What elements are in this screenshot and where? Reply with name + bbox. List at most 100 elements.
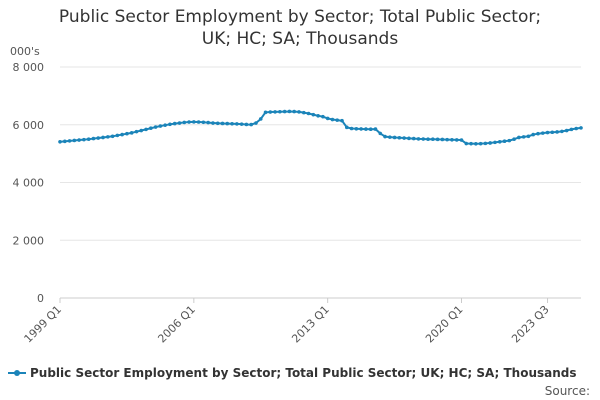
data-point[interactable] [149,126,153,131]
data-point[interactable] [579,126,583,130]
data-point[interactable] [120,132,124,137]
data-point[interactable] [278,109,282,114]
data-point[interactable] [125,131,129,136]
data-point[interactable] [211,121,215,125]
data-point[interactable] [282,109,287,114]
data-point[interactable] [301,110,306,115]
data-point[interactable] [206,120,210,125]
data-point[interactable] [196,120,201,124]
data-point[interactable] [115,133,120,138]
data-point[interactable] [330,117,335,122]
data-point[interactable] [450,137,454,142]
data-point[interactable] [187,120,191,124]
data-point[interactable] [521,135,526,139]
data-point[interactable] [86,137,91,141]
data-point[interactable] [110,134,115,139]
data-point[interactable] [297,110,301,114]
data-point[interactable] [388,135,392,139]
data-point[interactable] [435,137,440,142]
data-point[interactable] [67,139,72,143]
data-point[interactable] [158,124,163,128]
data-point[interactable] [101,135,105,140]
data-point[interactable] [531,132,536,137]
data-point[interactable] [316,113,320,118]
data-point[interactable] [105,135,110,139]
data-point[interactable] [268,110,273,114]
data-point[interactable] [560,129,564,134]
data-point[interactable] [493,140,497,145]
data-point[interactable] [540,131,545,135]
data-point[interactable] [545,130,550,135]
data-point[interactable] [254,121,258,125]
data-point[interactable] [235,122,239,126]
data-point[interactable] [497,139,502,144]
data-point[interactable] [483,141,488,146]
data-point[interactable] [517,135,521,140]
data-point[interactable] [368,127,373,132]
data-point[interactable] [507,138,512,143]
data-point[interactable] [378,131,383,136]
data-point[interactable] [306,111,311,116]
data-point[interactable] [263,110,268,115]
data-point[interactable] [344,125,349,130]
data-point[interactable] [58,139,62,144]
data-point[interactable] [201,120,206,125]
data-point[interactable] [249,122,253,127]
data-point[interactable] [321,114,325,119]
data-point[interactable] [82,137,86,142]
data-point[interactable] [287,109,292,114]
data-point[interactable] [373,127,378,131]
data-point[interactable] [574,126,579,131]
data-point[interactable] [469,141,473,146]
data-point[interactable] [359,127,363,131]
data-point[interactable] [96,136,101,140]
data-point[interactable] [77,138,81,142]
data-point[interactable] [230,121,234,126]
data-point[interactable] [177,121,182,125]
data-point[interactable] [459,138,464,142]
data-point[interactable] [340,118,344,123]
data-point[interactable] [163,123,167,127]
data-point[interactable] [311,112,316,117]
data-point[interactable] [258,117,263,121]
data-point[interactable] [526,134,531,139]
data-point[interactable] [421,137,426,141]
data-point[interactable] [91,136,96,141]
data-point[interactable] [411,136,416,141]
data-point[interactable] [239,122,244,126]
data-point[interactable] [397,135,402,140]
data-point[interactable] [445,137,449,142]
data-point[interactable] [564,128,569,133]
data-point[interactable] [153,125,158,129]
data-point[interactable] [192,120,196,124]
data-point[interactable] [72,138,77,143]
data-point[interactable] [478,141,483,146]
data-point[interactable] [464,141,469,146]
data-point[interactable] [402,136,406,140]
data-point[interactable] [215,121,220,126]
data-point[interactable] [502,139,507,144]
data-point[interactable] [440,137,445,142]
data-point[interactable] [354,126,359,131]
data-point[interactable] [129,131,134,135]
data-point[interactable] [172,121,177,126]
data-point[interactable] [416,137,421,141]
data-point[interactable] [244,122,249,127]
data-point[interactable] [431,137,435,141]
data-point[interactable] [292,109,297,114]
legend[interactable]: Public Sector Employment by Sector; Tota… [8,366,577,380]
data-point[interactable] [364,127,368,131]
data-point[interactable] [182,120,187,125]
data-point[interactable] [512,137,516,141]
data-point[interactable] [273,110,277,114]
data-point[interactable] [454,138,459,142]
data-point[interactable] [555,130,559,134]
data-point[interactable] [220,121,225,126]
data-point[interactable] [426,137,430,141]
data-point[interactable] [569,127,574,132]
data-point[interactable] [407,136,411,141]
data-point[interactable] [488,141,492,145]
data-point[interactable] [225,121,230,126]
data-point[interactable] [62,139,67,144]
data-point[interactable] [139,128,144,133]
